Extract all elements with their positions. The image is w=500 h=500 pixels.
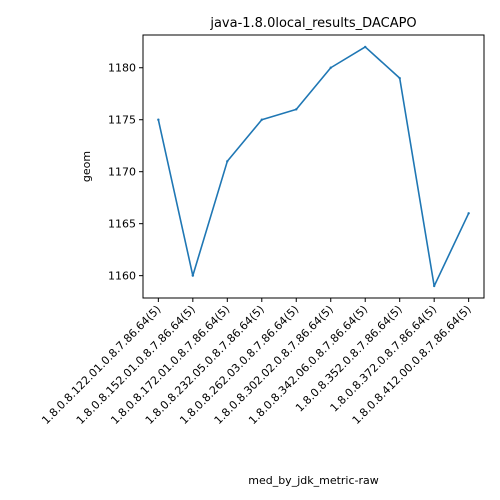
series-group	[157, 45, 470, 288]
data-point	[398, 76, 401, 80]
y-axis: 1160 1165 1170 1175 1180	[108, 62, 143, 283]
data-point	[295, 108, 298, 111]
x-axis: 1.8.0.8.122.01.0.8.7.86.64(5)1.8.0.8.152…	[39, 298, 474, 427]
data-point	[432, 284, 436, 288]
y-tick-label: 1160	[108, 270, 136, 283]
data-point	[226, 160, 229, 163]
data-point	[467, 212, 470, 215]
y-tick-label: 1175	[108, 114, 136, 127]
data-point	[260, 118, 263, 121]
data-point	[364, 45, 367, 49]
data-point	[191, 274, 195, 277]
y-tick-label: 1165	[108, 218, 136, 231]
series-line	[157, 46, 470, 287]
data-point	[157, 118, 160, 121]
y-tick-label: 1170	[108, 166, 136, 179]
plot-area	[142, 34, 485, 299]
x-axis-label: med_by_jdk_metric-raw	[248, 474, 379, 487]
plot-frame	[142, 34, 485, 299]
chart-title: java-1.8.0local_results_DACAPO	[209, 16, 416, 31]
y-axis-label: geom	[80, 151, 93, 182]
y-tick-label: 1180	[108, 62, 136, 75]
data-point	[329, 66, 332, 69]
